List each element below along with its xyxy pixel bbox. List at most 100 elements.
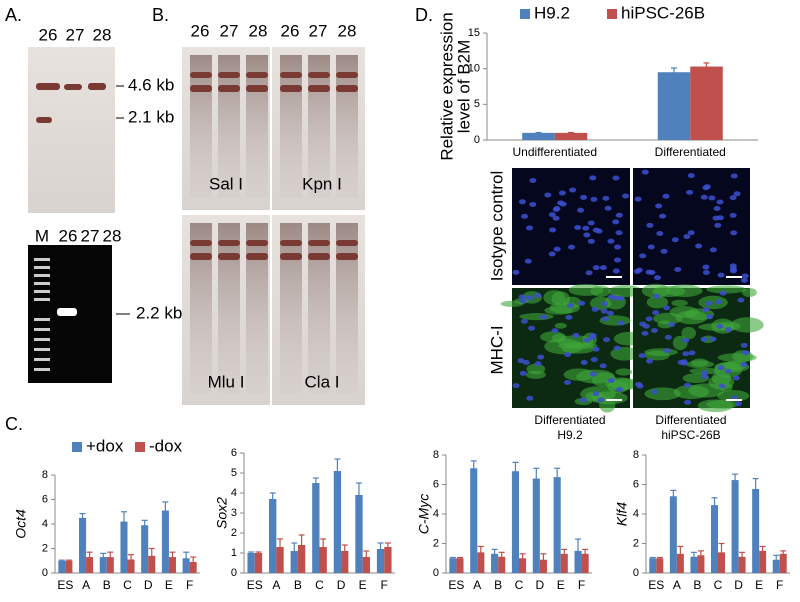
nucleus <box>591 306 599 312</box>
y-axis-label: C-Myc <box>416 494 432 534</box>
nucleus <box>641 169 649 175</box>
nucleus <box>635 381 643 387</box>
error-bar <box>384 542 391 551</box>
bar <box>65 560 73 573</box>
fiber <box>646 296 669 309</box>
band <box>246 253 268 260</box>
y-tick-label: 10 <box>468 63 480 75</box>
panel-label: A. <box>5 5 22 25</box>
size-marker: 2.1 kb <box>128 107 174 126</box>
bar <box>477 552 485 573</box>
nucleus <box>552 215 560 221</box>
nucleus <box>521 213 529 219</box>
nucleus <box>641 330 649 336</box>
y-tick-label: 5 <box>474 98 480 110</box>
band <box>308 253 330 260</box>
nucleus <box>702 270 710 276</box>
band <box>280 240 302 246</box>
fiber <box>657 320 673 329</box>
nucleus <box>512 383 520 389</box>
nucleus <box>714 222 722 228</box>
fiber <box>576 369 615 384</box>
column-caption: hiPSC-26B <box>661 428 720 442</box>
x-tick-label: C <box>515 578 524 592</box>
bar <box>106 557 114 573</box>
lane-label: 26 <box>281 21 300 40</box>
fiber <box>691 358 709 367</box>
nucleus <box>705 300 713 306</box>
error-bar <box>582 548 589 559</box>
fiber <box>544 306 573 315</box>
nucleus <box>534 292 542 298</box>
nucleus <box>634 196 642 202</box>
nucleus <box>645 269 653 275</box>
bar <box>297 545 306 573</box>
bar <box>491 553 499 573</box>
x-tick-label: D <box>337 578 346 592</box>
fiber <box>698 295 728 310</box>
nucleus <box>519 298 527 304</box>
x-tick-label: ES <box>57 578 73 592</box>
y-tick-label: 4 <box>433 508 439 520</box>
y-tick-label: 8 <box>633 449 639 461</box>
band <box>57 308 77 316</box>
band <box>280 85 302 92</box>
bar <box>697 555 705 573</box>
lane-smear <box>246 223 268 393</box>
error-bar <box>670 489 677 503</box>
band <box>308 85 330 92</box>
nucleus <box>529 201 537 207</box>
nucleus <box>650 389 658 395</box>
legend-label: +dox <box>86 436 124 455</box>
error-bar <box>269 492 276 505</box>
error-bar <box>100 552 107 561</box>
fiber <box>706 285 747 294</box>
bar <box>79 517 87 573</box>
nucleus <box>518 199 526 205</box>
bar <box>690 556 698 573</box>
nucleus <box>617 295 625 301</box>
fiber <box>557 335 594 347</box>
nucleus <box>582 225 590 231</box>
nucleus <box>703 184 711 190</box>
error-bar <box>533 467 540 489</box>
enzyme-label: Cla I <box>305 372 340 391</box>
nucleus <box>652 310 660 316</box>
lane-label: 28 <box>93 25 112 44</box>
bar <box>168 557 176 573</box>
bar <box>759 550 767 573</box>
nucleus <box>529 177 537 183</box>
fiber <box>644 348 678 357</box>
error-bar <box>190 556 197 567</box>
nucleus <box>537 354 545 360</box>
band <box>218 240 240 246</box>
y-axis-label: Relative expression <box>437 12 456 160</box>
error-bar <box>470 460 477 476</box>
bar <box>676 553 684 573</box>
lane-label: 28 <box>103 226 122 245</box>
error-bar <box>65 559 72 562</box>
error-bar <box>255 551 262 554</box>
lane-smear <box>280 223 302 393</box>
nucleus <box>589 175 597 181</box>
nucleus <box>709 336 717 342</box>
nucleus <box>587 220 595 226</box>
bar <box>182 558 190 573</box>
band <box>36 117 52 123</box>
nucleus <box>512 269 520 275</box>
bar <box>161 510 169 573</box>
error-bar <box>248 551 255 554</box>
nucleus <box>715 299 723 305</box>
band <box>280 72 302 78</box>
band <box>218 253 240 260</box>
y-axis-label: Klf4 <box>614 502 630 526</box>
nucleus <box>729 263 737 269</box>
bar <box>58 560 66 573</box>
lane-smear <box>336 223 358 393</box>
nucleus <box>577 207 585 213</box>
error-bar <box>512 461 519 481</box>
nucleus <box>601 316 609 322</box>
y-axis-label: level of B2M <box>454 40 473 134</box>
nucleus <box>654 275 662 281</box>
error-bar <box>752 478 759 500</box>
